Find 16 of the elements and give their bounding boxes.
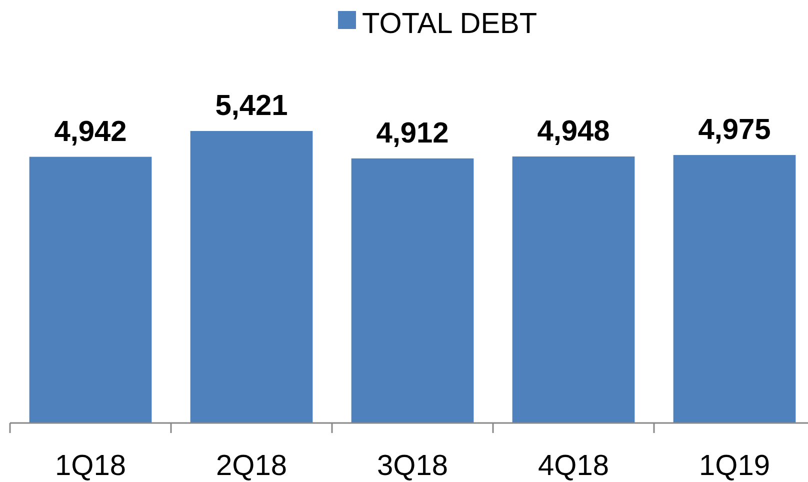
x-tick-label: 1Q19: [699, 450, 770, 482]
bar: [673, 155, 796, 423]
data-label: 4,975: [698, 114, 771, 146]
data-label: 4,912: [376, 117, 449, 150]
bar: [29, 156, 152, 423]
data-label: 4,942: [54, 116, 127, 148]
x-tick-label: 3Q18: [377, 450, 448, 482]
x-tick-label: 4Q18: [538, 450, 609, 482]
data-label: 5,421: [215, 90, 288, 122]
bar: [190, 131, 313, 423]
data-label: 4,948: [537, 115, 610, 148]
legend-label: TOTAL DEBT: [362, 8, 538, 40]
bar: [512, 156, 635, 423]
x-tick-label: 2Q18: [216, 450, 287, 482]
bar: [351, 158, 474, 423]
x-tick-label: 1Q18: [55, 450, 126, 482]
